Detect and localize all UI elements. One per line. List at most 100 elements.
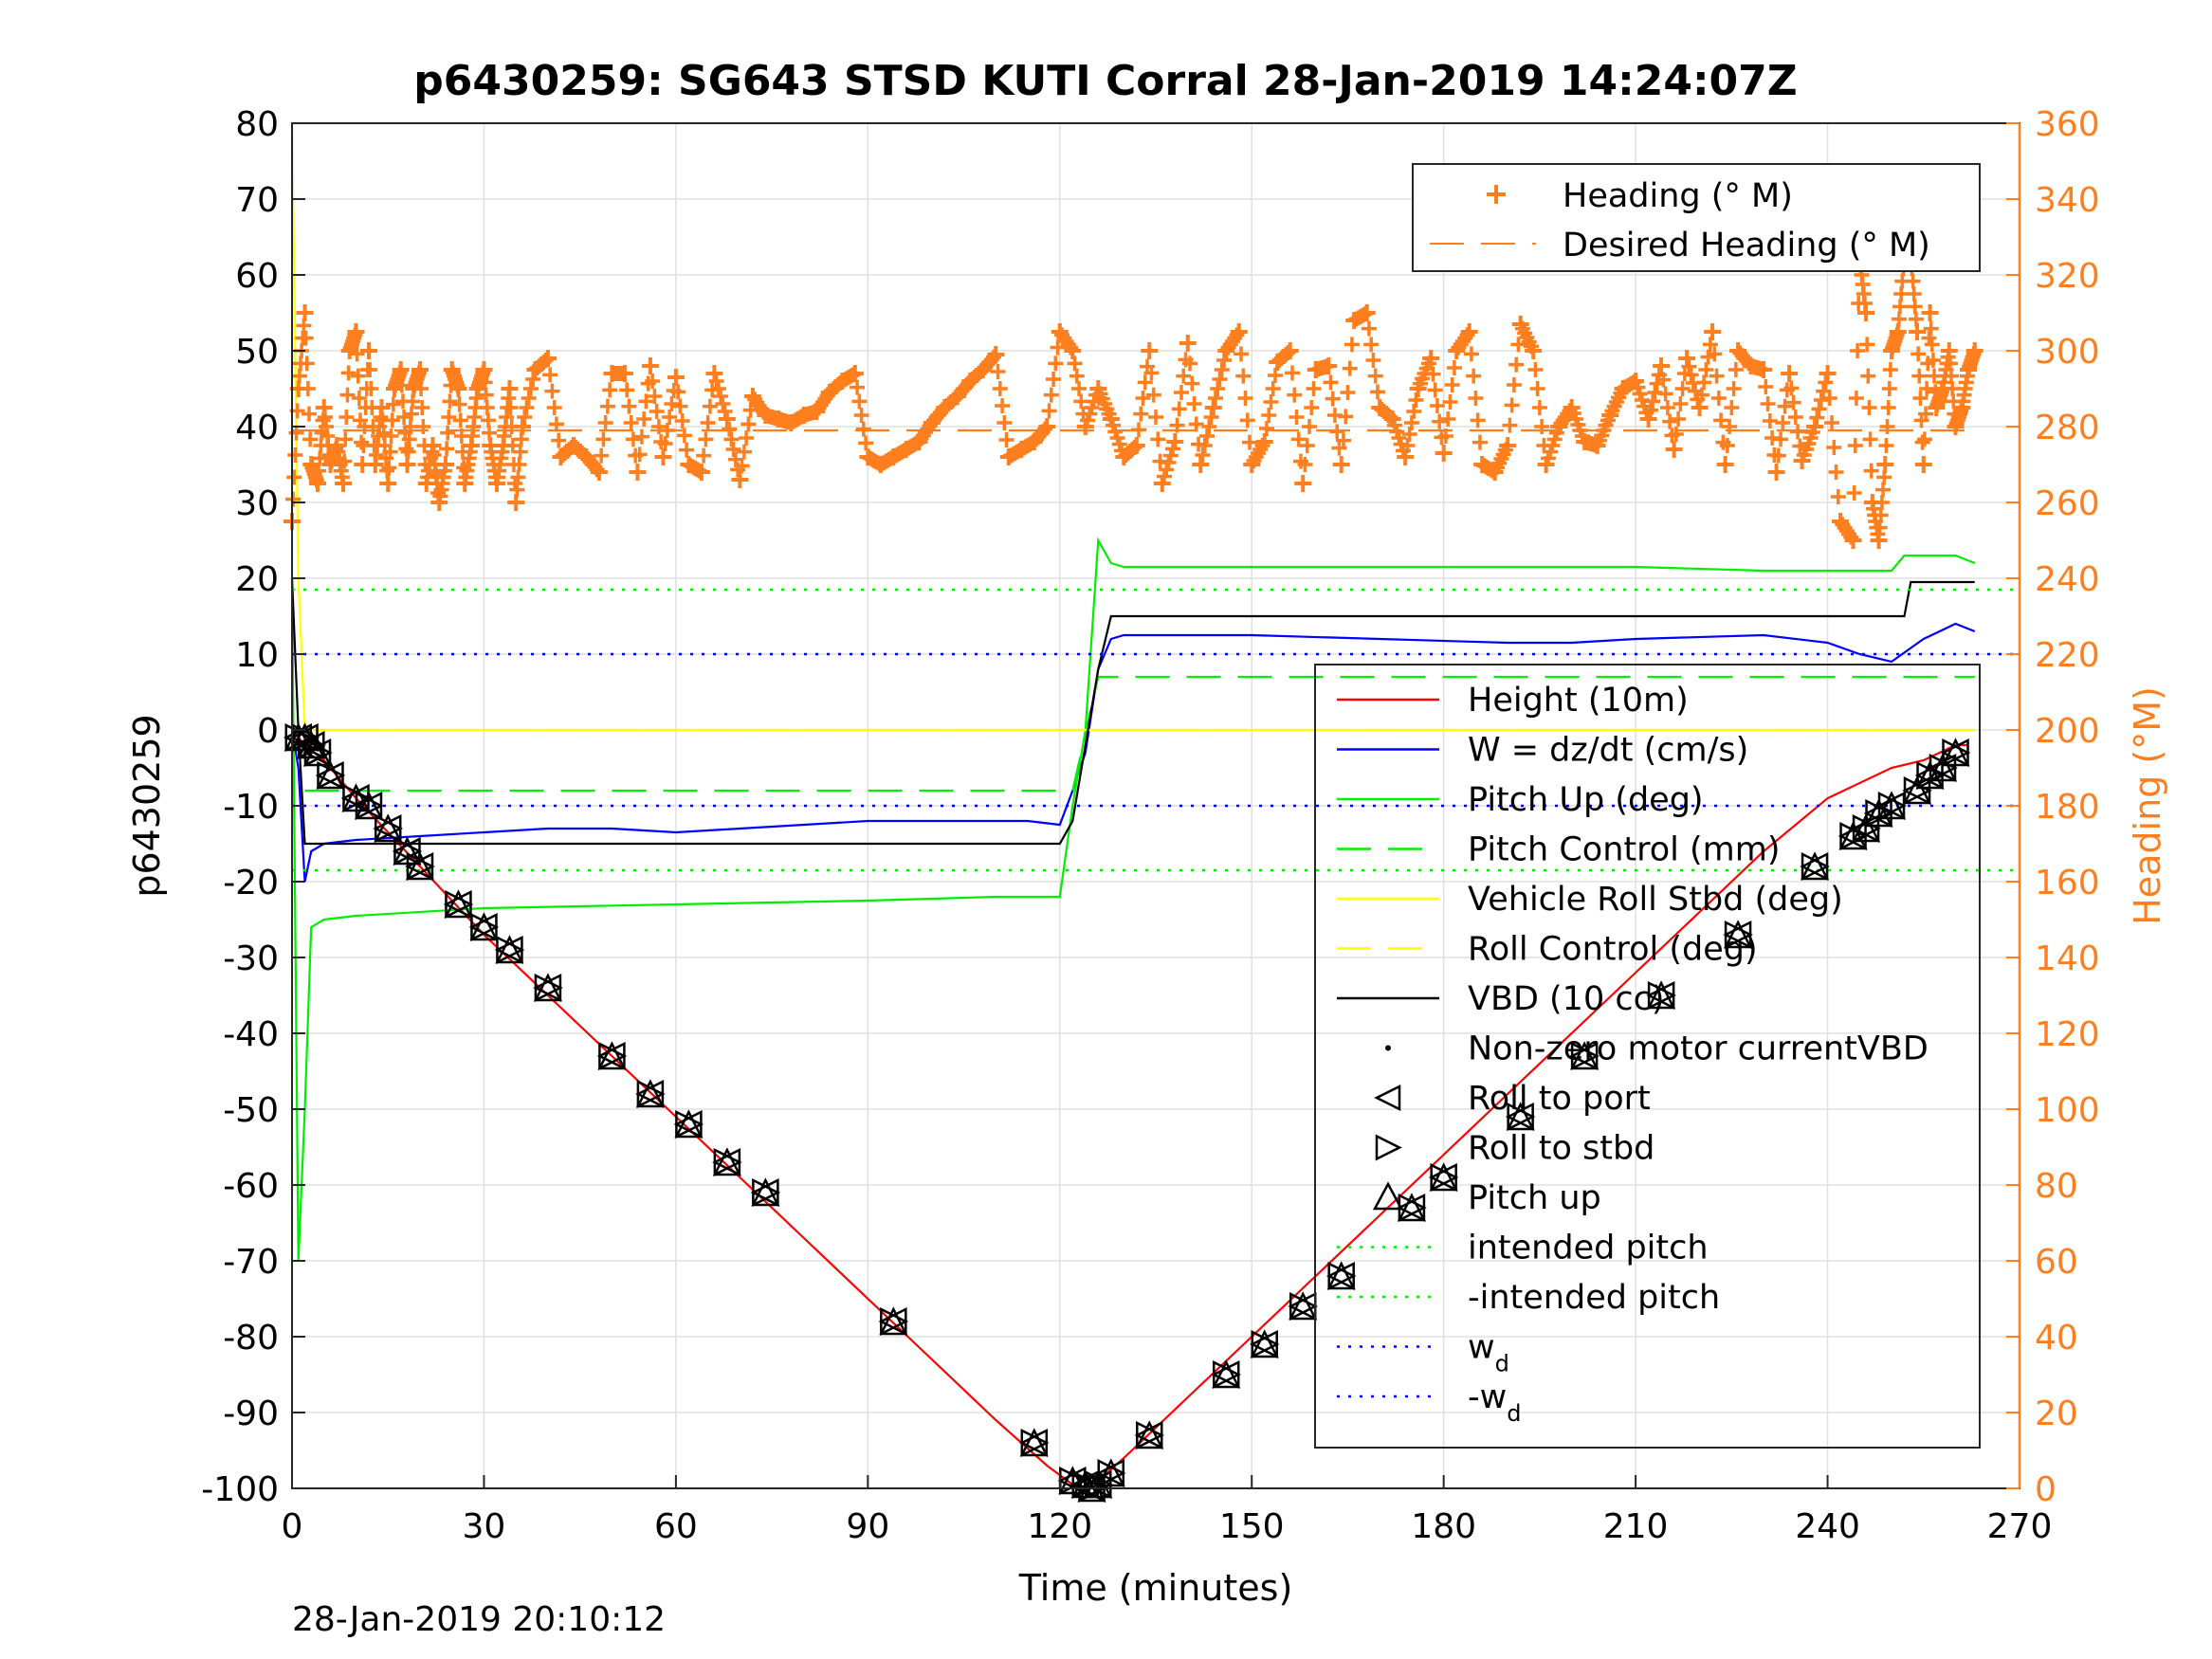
- heading-point: [713, 389, 729, 404]
- heading-point: [1043, 387, 1059, 403]
- legend-main-entry-4: Vehicle Roll Stbd (deg): [1468, 881, 1843, 919]
- heading-point: [311, 463, 327, 479]
- series-layer: [283, 122, 2020, 1490]
- heading-point: [340, 365, 356, 381]
- heading-point: [1457, 330, 1473, 346]
- heading-point: [1468, 391, 1484, 406]
- roll-to-stbd-marker: [1430, 1162, 1459, 1193]
- heading-point: [1150, 431, 1166, 447]
- pitch-up-marker: [1928, 753, 1958, 782]
- heading-point: [338, 431, 354, 447]
- heading-point: [1813, 392, 1829, 408]
- heading-point: [1470, 412, 1486, 428]
- pitch-up-marker: [533, 973, 562, 1002]
- pitch-up-marker: [712, 1147, 741, 1176]
- heading-point: [1860, 368, 1876, 384]
- heading-point: [1876, 469, 1892, 485]
- heading-point: [462, 444, 478, 460]
- heading-point: [285, 491, 302, 507]
- heading-point: [1425, 366, 1441, 382]
- pitch-up-marker: [1903, 775, 1932, 805]
- pitch-up-marker: [751, 1177, 780, 1207]
- heading-point: [287, 447, 303, 463]
- heading-point: [638, 393, 654, 410]
- heading-point: [1171, 401, 1187, 417]
- y-left-tick-label: -30: [223, 939, 279, 978]
- heading-point: [1889, 327, 1905, 343]
- heading-point: [1137, 374, 1153, 391]
- heading-point: [1523, 338, 1539, 355]
- y-left-tick-label: 80: [235, 105, 279, 144]
- roll-to-stbd-marker: [445, 889, 474, 920]
- heading-point: [1529, 381, 1545, 396]
- y-left-tick-label: -10: [223, 788, 279, 827]
- heading-point: [1848, 391, 1864, 406]
- heading-point: [1304, 400, 1320, 415]
- heading-point: [1179, 335, 1197, 352]
- heading-point: [1237, 391, 1253, 406]
- heading-point: [1722, 419, 1738, 434]
- heading-point: [439, 441, 455, 457]
- heading-point: [1773, 431, 1789, 447]
- heading-point: [291, 368, 307, 384]
- heading-point: [308, 472, 324, 488]
- heading-point: [1911, 368, 1928, 384]
- y-right-tick-label: 280: [2035, 409, 2100, 447]
- heading-point: [1207, 391, 1223, 406]
- heading-point: [676, 428, 692, 444]
- heading-point: [625, 431, 641, 447]
- y-right-tick-label: 0: [2035, 1470, 2057, 1509]
- heading-point: [298, 330, 314, 346]
- legend-main-entry-11: intended pitch: [1468, 1230, 1709, 1267]
- legend-main-entry-6: VBD (10 cc): [1468, 980, 1665, 1018]
- heading-point: [845, 367, 861, 383]
- y-right-tick-label: 100: [2035, 1091, 2100, 1130]
- heading-point: [731, 471, 749, 488]
- series-line: [304, 675, 1975, 793]
- heading-point: [599, 398, 615, 414]
- heading-point: [679, 442, 695, 458]
- heading-point: [1762, 413, 1778, 428]
- heading-point: [1198, 428, 1215, 444]
- pitch-up-marker: [1570, 1041, 1600, 1070]
- roll-to-stbd-marker: [1801, 851, 1830, 882]
- heading-point: [594, 447, 610, 464]
- heading-point: [379, 463, 395, 479]
- heading-point: [1241, 434, 1257, 450]
- heading-point: [1775, 415, 1791, 430]
- heading-point: [384, 412, 400, 428]
- pitch-up-marker: [1506, 1102, 1535, 1131]
- heading-point: [1344, 337, 1360, 353]
- heading-point: [381, 460, 397, 476]
- heading-point: [339, 387, 356, 403]
- heading-point: [1380, 408, 1397, 423]
- heading-point: [1819, 365, 1837, 382]
- heading-point: [1841, 526, 1857, 542]
- heading-point: [595, 431, 612, 447]
- heading-point: [1165, 441, 1180, 457]
- x-tick-label: 240: [1795, 1507, 1860, 1546]
- heading-point: [1432, 413, 1448, 429]
- heading-point: [359, 342, 377, 359]
- heading-point: [1914, 456, 1932, 473]
- heading-point: [521, 391, 537, 406]
- pitch-up-marker: [1915, 760, 1945, 790]
- heading-point: [1809, 410, 1825, 426]
- heading-point: [659, 423, 675, 438]
- roll-to-stbd-marker: [1097, 1458, 1126, 1488]
- legend-heading-entry-1: Desired Heading (° M): [1563, 227, 1930, 264]
- legend-heading-entry-0: Heading (° M): [1563, 177, 1793, 215]
- heading-point: [1287, 387, 1303, 403]
- heading-point: [641, 357, 659, 374]
- heading-point: [670, 384, 686, 400]
- heading-point: [1709, 368, 1725, 384]
- heading-point: [349, 346, 365, 362]
- heading-point: [1728, 362, 1744, 377]
- roll-to-stbd-marker: [534, 973, 563, 1003]
- heading-point: [415, 419, 431, 434]
- heading-point: [853, 408, 869, 423]
- roll-to-stbd-marker: [470, 912, 500, 942]
- roll-to-stbd-marker: [1724, 920, 1753, 950]
- y-left-tick-label: -80: [223, 1319, 279, 1358]
- legend-main: Height (10m) W = dz/dt (cm/s) Pitch Up (de…: [1314, 664, 1981, 1449]
